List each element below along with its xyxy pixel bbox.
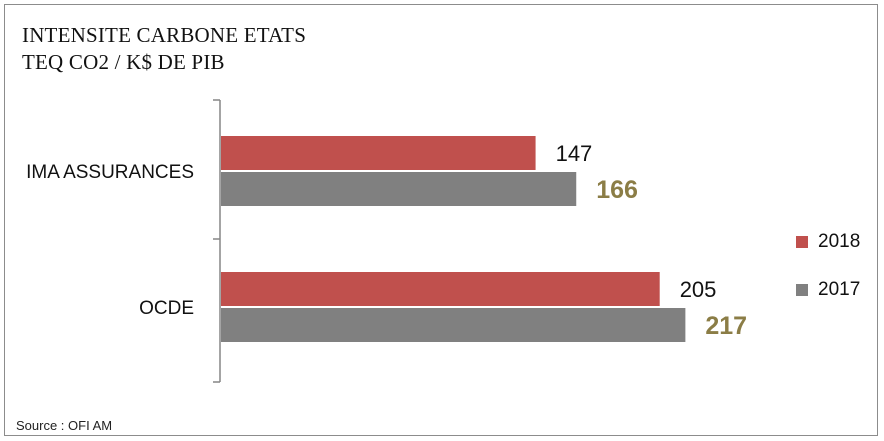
category-label-1: OCDE <box>139 298 194 319</box>
data-label-2017-1: 217 <box>705 312 747 340</box>
legend-label-2018: 2018 <box>818 231 861 252</box>
chart-title: INTENSITE CARBONE ETATS <box>22 23 307 47</box>
bar-2017-1 <box>221 308 686 342</box>
legend-item-2017: 2017 <box>796 279 860 301</box>
bar-2017-0 <box>221 172 577 206</box>
data-label-2018-0: 147 <box>556 141 593 166</box>
data-label-2017-0: 166 <box>596 176 638 204</box>
data-label-2018-1: 205 <box>680 277 717 302</box>
legend-swatch-2018 <box>796 236 808 248</box>
legend-label-2017: 2017 <box>818 279 861 300</box>
legend-swatch-2017 <box>796 284 808 296</box>
chart-title-block: INTENSITE CARBONE ETATS TEQ CO2 / K$ DE … <box>22 22 306 76</box>
source-note: Source : OFI AM <box>16 418 113 433</box>
legend-item-2018: 2018 <box>796 231 860 253</box>
chart-subtitle: TEQ CO2 / K$ DE PIB <box>22 50 225 74</box>
bar-2018-1 <box>221 272 660 306</box>
chart-frame <box>4 4 878 436</box>
bar-2018-0 <box>221 136 536 170</box>
category-label-0: IMA ASSURANCES <box>26 162 194 183</box>
